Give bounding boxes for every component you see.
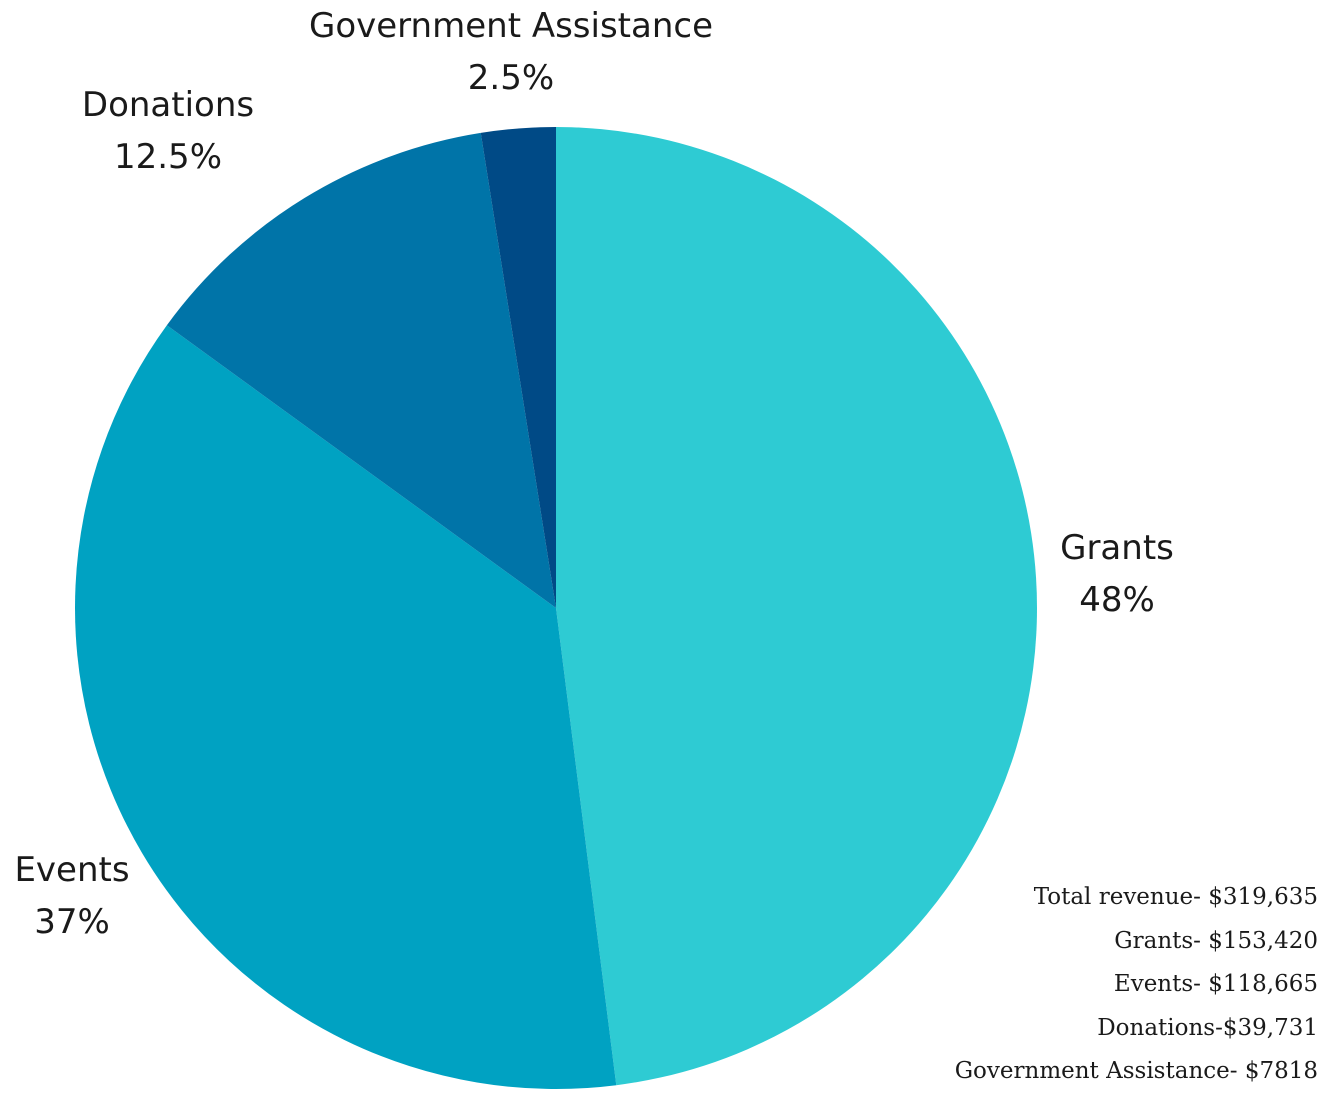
revenue-summary: Total revenue- $319,635 Grants- $153,420… xyxy=(955,876,1318,1094)
grants-label-name: Grants xyxy=(1060,528,1174,568)
grants-slice-label: Grants 48% xyxy=(1057,522,1177,626)
pie-slice-grants xyxy=(556,127,1037,1086)
events-slice-label: Events 37% xyxy=(4,844,140,948)
summary-donations: Donations-$39,731 xyxy=(1097,1014,1318,1041)
government-label-name: Government Assistance xyxy=(308,6,713,46)
pie-slice-government-assistance xyxy=(480,127,556,608)
summary-government-assistance: Government Assistance- $7818 xyxy=(954,1058,1318,1084)
summary-grants: Grants- $153,420 xyxy=(1114,927,1318,954)
government-assistance-slice-label: Government Assistance 2.5% xyxy=(285,0,737,104)
events-label-name: Events xyxy=(14,850,130,890)
donations-label-name: Donations xyxy=(81,85,255,125)
events-label-percent: 37% xyxy=(34,902,110,942)
summary-total: Total revenue- $319,635 xyxy=(1033,884,1318,910)
pie-slice-events xyxy=(75,325,617,1089)
summary-events: Events- $118,665 xyxy=(1113,971,1318,997)
donations-label-percent: 12.5% xyxy=(113,137,222,177)
government-label-percent: 2.5% xyxy=(467,58,555,98)
pie-slice-donations xyxy=(166,132,556,608)
donations-slice-label: Donations 12.5% xyxy=(66,79,270,183)
grants-label-percent: 48% xyxy=(1079,580,1155,620)
